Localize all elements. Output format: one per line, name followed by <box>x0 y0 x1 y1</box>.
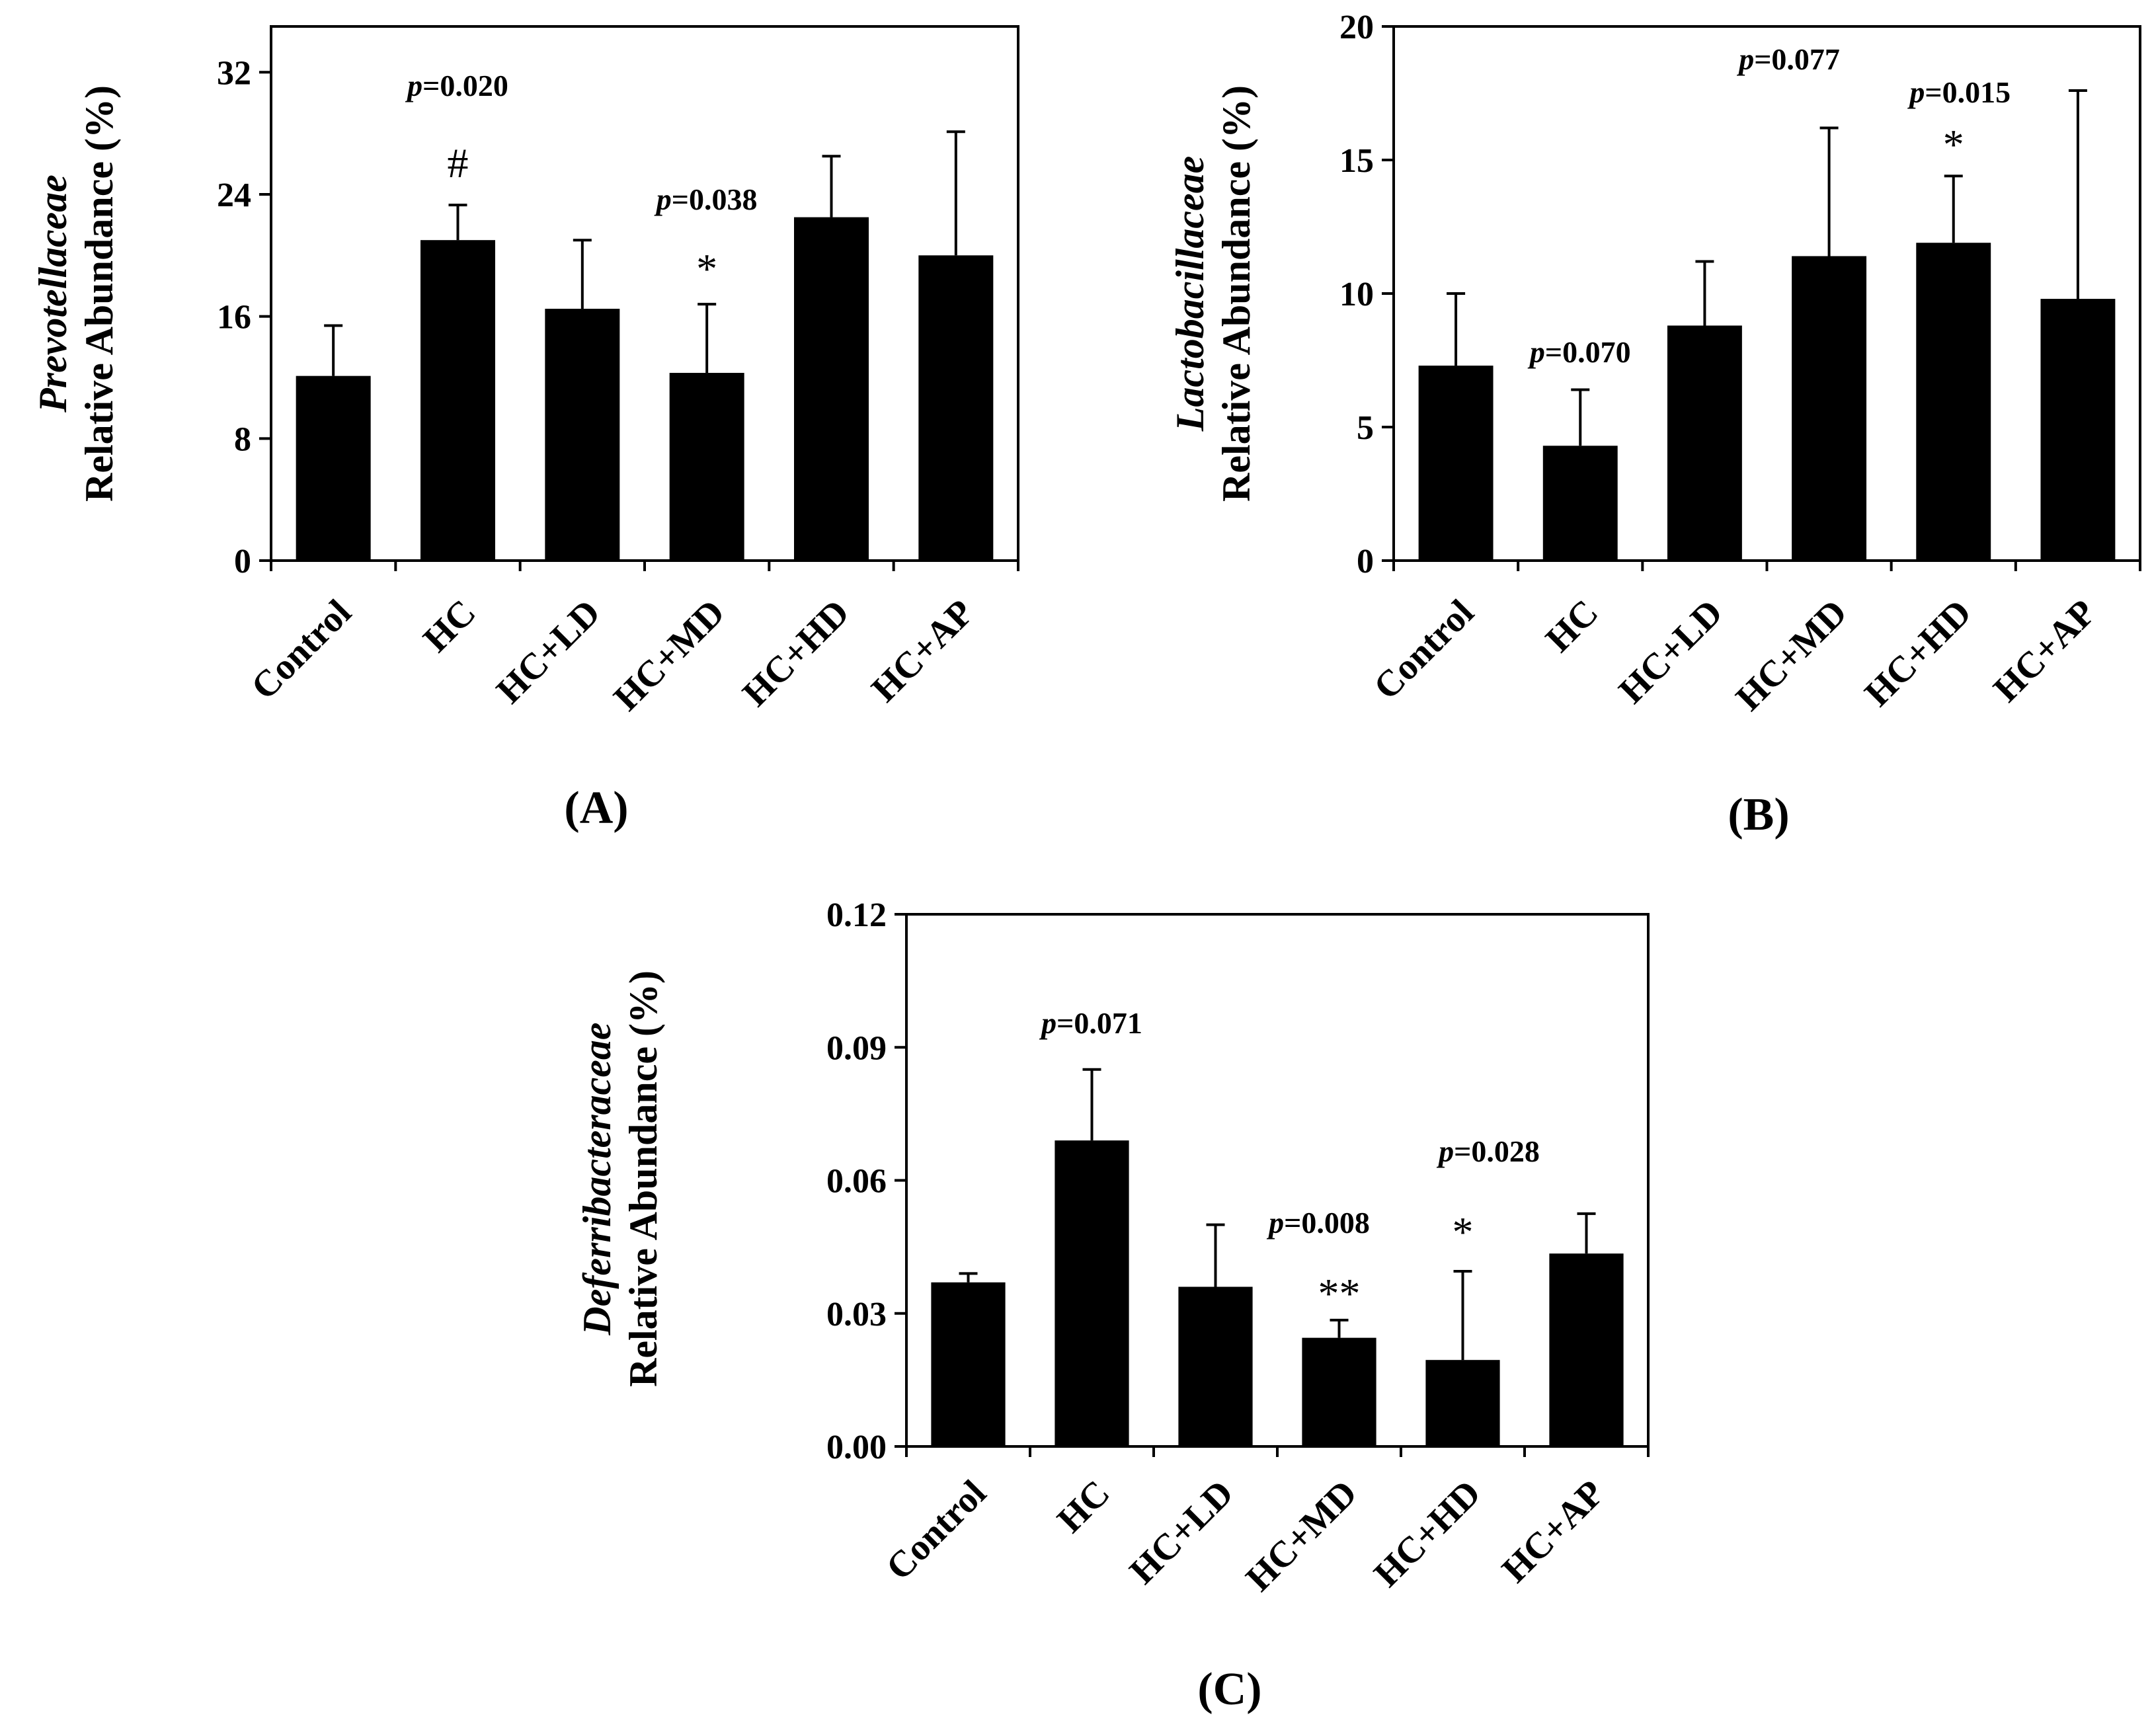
x-tick-label: HC <box>415 592 483 660</box>
y-tick-label: 20 <box>1339 9 1374 46</box>
y-tick-label: 10 <box>1339 276 1374 313</box>
p-symbol: p <box>1266 1206 1284 1240</box>
p-value-label: p=0.071 <box>1039 1006 1142 1040</box>
x-tick-label: HC+AP <box>1494 1472 1613 1591</box>
x-tick-label: Control <box>1366 592 1482 707</box>
significance-mark: * <box>1453 1208 1474 1255</box>
p-number: =0.070 <box>1545 335 1631 369</box>
x-tick-label: HC+HD <box>735 592 857 714</box>
y-tick-label: 24 <box>217 177 251 214</box>
x-tick-label: Control <box>879 1472 994 1588</box>
panel-label: (C) <box>1197 1664 1261 1715</box>
y-axis-label: PrevotellaceaeRelative Abundance (%) <box>31 85 121 502</box>
p-number: =0.071 <box>1056 1006 1142 1040</box>
y-tick-label: 0 <box>234 543 251 580</box>
p-value-label: p=0.020 <box>405 69 508 102</box>
bar-hc-ap <box>918 255 994 561</box>
x-tick-label: HC+LD <box>1122 1472 1242 1592</box>
y-tick-label: 0 <box>1357 543 1374 580</box>
x-tick-label: HC <box>1049 1472 1117 1540</box>
y-tick-label: 32 <box>217 54 251 92</box>
p-symbol: p <box>1527 335 1545 369</box>
p-number: =0.077 <box>1754 42 1840 76</box>
plot-frame <box>1392 25 2141 562</box>
p-number: =0.020 <box>422 69 508 102</box>
significance-mark: * <box>1943 121 1964 168</box>
significance-mark: # <box>448 139 469 186</box>
p-value-label: p=0.028 <box>1436 1134 1540 1168</box>
y-tick-label: 0.12 <box>826 896 887 934</box>
p-value-label: p=0.077 <box>1736 42 1840 76</box>
significance-mark: ** <box>1318 1270 1361 1317</box>
bar-hc-ld <box>1178 1286 1253 1446</box>
y-axis-label: LactobacillaceaeRelative Abundance (%) <box>1168 85 1258 502</box>
x-tick-label: HC+LD <box>1611 592 1731 711</box>
panel-label: (A) <box>564 783 628 834</box>
p-symbol: p <box>1436 1134 1454 1168</box>
bar-hc <box>420 240 495 561</box>
y-tick-label: 0.09 <box>826 1029 887 1067</box>
y-tick-label: 16 <box>217 299 251 336</box>
x-tick-label: HC+LD <box>489 592 608 711</box>
p-value-label: p=0.038 <box>654 182 758 216</box>
bar-hc-hd <box>1916 243 1991 561</box>
bar-hc-ld <box>1667 325 1742 561</box>
panel-label: (B) <box>1728 789 1789 840</box>
x-tick-label: HC+MD <box>606 592 733 719</box>
bar-hc-ld <box>545 309 620 561</box>
p-number: =0.008 <box>1284 1206 1370 1240</box>
x-tick-label: HC+MD <box>1728 592 1855 719</box>
y-axis-taxon: Prevotellaceae <box>31 175 75 413</box>
y-tick-label: 8 <box>234 420 251 458</box>
y-axis-title: Relative Abundance (%) <box>621 970 665 1387</box>
y-tick-label: 0.03 <box>826 1296 887 1333</box>
x-tick-label: Control <box>243 592 359 707</box>
x-tick-label: HC+HD <box>1857 592 1979 714</box>
y-tick-label: 5 <box>1357 409 1374 447</box>
bar-hc <box>1542 446 1618 561</box>
bar-control <box>1418 366 1494 561</box>
y-tick-label: 0.00 <box>826 1429 887 1466</box>
y-tick-label: 15 <box>1339 142 1374 180</box>
plot-frame <box>270 25 1019 562</box>
p-symbol: p <box>1039 1006 1056 1040</box>
bar-control <box>296 375 371 561</box>
x-tick-label: HC <box>1538 592 1606 660</box>
p-value-label: p=0.008 <box>1266 1206 1370 1240</box>
x-tick-label: HC+MD <box>1238 1472 1365 1599</box>
y-axis-title: Relative Abundance (%) <box>1215 85 1258 502</box>
bar-hc-md <box>669 373 744 561</box>
bar-control <box>931 1282 1006 1446</box>
p-value-label: p=0.015 <box>1907 75 2011 109</box>
p-symbol: p <box>405 69 422 102</box>
bar-hc-hd <box>794 217 869 561</box>
bar-hc-md <box>1302 1337 1376 1446</box>
bar-hc-ap <box>1549 1253 1624 1446</box>
p-symbol: p <box>1736 42 1754 76</box>
p-number: =0.038 <box>672 182 758 216</box>
y-tick-label: 0.06 <box>826 1163 887 1201</box>
bar-hc-hd <box>1425 1360 1500 1446</box>
y-axis-taxon: Deferribacteraceae <box>575 1022 619 1335</box>
p-symbol: p <box>1907 75 1925 109</box>
plot-frame <box>905 913 1650 1448</box>
bar-hc-md <box>1792 256 1867 561</box>
x-tick-label: HC+AP <box>863 592 982 710</box>
y-axis-taxon: Lactobacillaceae <box>1168 156 1212 432</box>
y-axis-title: Relative Abundance (%) <box>77 85 121 502</box>
bar-hc <box>1055 1140 1129 1446</box>
x-tick-label: HC+HD <box>1366 1472 1488 1595</box>
p-number: =0.028 <box>1454 1134 1540 1168</box>
p-number: =0.015 <box>1925 75 2011 109</box>
significance-mark: * <box>696 245 717 292</box>
x-tick-label: HC+AP <box>1986 592 2104 710</box>
p-value-label: p=0.070 <box>1527 335 1631 369</box>
bar-hc-ap <box>2040 299 2116 561</box>
y-axis-label: DeferribacteraceaeRelative Abundance (%) <box>575 970 665 1387</box>
p-symbol: p <box>654 182 672 216</box>
